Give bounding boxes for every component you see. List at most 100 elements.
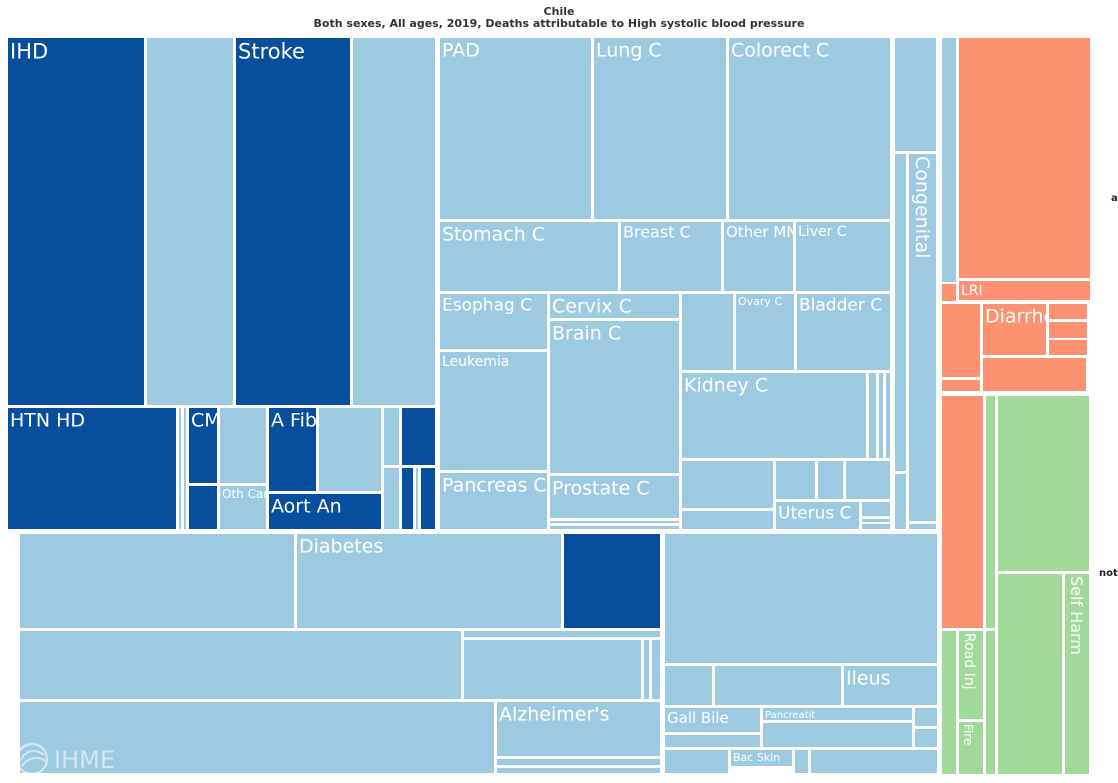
treemap-cell-unlabeled-17[interactable] bbox=[400, 466, 415, 531]
treemap-cell-colorect-c[interactable] bbox=[727, 36, 892, 221]
treemap-cell-unlabeled-61[interactable] bbox=[462, 638, 643, 701]
treemap-cell-stroke[interactable] bbox=[234, 36, 352, 407]
treemap-cell-unlabeled-42[interactable] bbox=[680, 459, 775, 510]
treemap-cell-breast-c[interactable] bbox=[619, 220, 723, 293]
treemap-cell-stomach-c[interactable] bbox=[438, 220, 620, 293]
treemap-label-ihd: IHD bbox=[10, 39, 48, 63]
treemap-cell-falls[interactable] bbox=[984, 394, 997, 630]
treemap-cell-unlabeled-45[interactable] bbox=[844, 459, 892, 501]
treemap-cell-unlabeled-5[interactable] bbox=[177, 406, 183, 531]
treemap-label-pancreas-c: Pancreas C bbox=[442, 474, 547, 496]
treemap-cell-unlabeled-59[interactable] bbox=[18, 629, 463, 701]
treemap-cell-pem[interactable] bbox=[940, 378, 982, 393]
treemap-cell-parkinson-s[interactable] bbox=[495, 757, 662, 767]
treemap-cell-pad[interactable] bbox=[438, 36, 593, 221]
treemap-cell-unlabeled-50[interactable] bbox=[860, 517, 892, 524]
treemap-cell-unlabeled-3[interactable] bbox=[351, 36, 437, 407]
treemap-cell-skin-c[interactable] bbox=[860, 500, 892, 518]
treemap-cell-prostate-c[interactable] bbox=[548, 474, 681, 520]
treemap-cell-urinary[interactable] bbox=[893, 152, 908, 473]
treemap-cell-unlabeled-56[interactable] bbox=[18, 532, 296, 630]
treemap-cell-brain-c[interactable] bbox=[548, 319, 681, 475]
treemap-cell-aort-an[interactable] bbox=[267, 492, 383, 531]
treemap-cell-self-harm[interactable] bbox=[1063, 572, 1091, 776]
treemap-cell-unlabeled-90[interactable] bbox=[1047, 338, 1089, 357]
treemap-cell-cervix-c[interactable] bbox=[548, 292, 681, 320]
treemap-cell-leukemia[interactable] bbox=[438, 350, 549, 472]
treemap-cell-unlabeled-81[interactable] bbox=[809, 748, 939, 775]
treemap-label-ovary-c: Ovary C bbox=[738, 295, 782, 308]
treemap-cell-ileus[interactable] bbox=[842, 664, 939, 707]
treemap-cell-unlabeled-41[interactable] bbox=[884, 371, 892, 460]
treemap-cell-unlabeled-86[interactable] bbox=[940, 302, 982, 379]
treemap-cell-unlabeled-9[interactable] bbox=[187, 484, 219, 531]
treemap-label-alzheimer-s: Alzheimer's bbox=[499, 703, 609, 725]
treemap-cell-unlabeled-51[interactable] bbox=[893, 36, 938, 153]
treemap-cell-alcohol[interactable] bbox=[940, 36, 958, 303]
treemap-cell-diabetes[interactable] bbox=[295, 532, 563, 630]
treemap-cell-unlabeled-68[interactable] bbox=[663, 532, 939, 665]
treemap-cell-unlabeled-12[interactable] bbox=[317, 406, 383, 493]
treemap-cell-cirrhosis[interactable] bbox=[663, 664, 714, 707]
treemap-cell-unlabeled-35[interactable] bbox=[680, 292, 735, 372]
treemap-cell-myeloma[interactable] bbox=[774, 459, 817, 501]
treemap-label-a-fib: A Fib bbox=[271, 409, 317, 431]
treemap-cell-oth-digest[interactable] bbox=[913, 706, 939, 728]
treemap-label-cervix-c: Cervix C bbox=[552, 295, 632, 317]
treemap-cell-unlabeled-6[interactable] bbox=[182, 406, 188, 531]
chart-title: Chile bbox=[543, 5, 575, 18]
treemap-cell-liver-c[interactable] bbox=[794, 220, 892, 293]
treemap-cell-unlabeled-63[interactable] bbox=[650, 638, 662, 701]
treemap-cell-unlabeled-67[interactable] bbox=[495, 766, 662, 775]
treemap-cell-ovary-c[interactable] bbox=[734, 292, 796, 372]
treemap-cell-esophag-c[interactable] bbox=[438, 292, 549, 351]
treemap-label-self-harm: Self Harm bbox=[1067, 576, 1086, 655]
treemap-cell-unlabeled-44[interactable] bbox=[816, 459, 845, 501]
treemap-cell-unlabeled-55[interactable] bbox=[907, 522, 938, 531]
treemap-cell-endocar[interactable] bbox=[414, 466, 420, 531]
treemap-cell-alzheimer-s[interactable] bbox=[495, 700, 662, 758]
treemap-cell-hiv[interactable] bbox=[1047, 302, 1089, 321]
treemap-cell-copd[interactable] bbox=[462, 629, 662, 639]
treemap-cell-unlabeled-40[interactable] bbox=[877, 371, 885, 460]
treemap-cell-violence[interactable] bbox=[984, 629, 997, 776]
treemap-cell-unlabeled-64[interactable] bbox=[18, 700, 496, 775]
treemap-cell-ild[interactable] bbox=[642, 638, 651, 701]
treemap-cell-htn-hd[interactable] bbox=[6, 406, 178, 531]
treemap-cell-decubitus[interactable] bbox=[793, 748, 810, 775]
treemap-cell-unlabeled-34[interactable] bbox=[548, 524, 681, 531]
treemap-cell-unlabeled-8[interactable] bbox=[218, 406, 268, 485]
treemap-cell-unlabeled-77[interactable] bbox=[663, 733, 762, 749]
treemap-cell-unlabeled-91[interactable] bbox=[981, 356, 1088, 393]
treemap-cell-unlabeled-54[interactable] bbox=[893, 472, 908, 531]
treemap-cell-lung-c[interactable] bbox=[592, 36, 728, 221]
treemap-cell-unlabeled-94[interactable] bbox=[940, 394, 985, 630]
treemap-cell-valvular[interactable] bbox=[382, 466, 401, 531]
treemap-cell-tb[interactable] bbox=[940, 282, 958, 303]
treemap-cell-unlabeled-70[interactable] bbox=[713, 664, 843, 707]
treemap-label-gall-bile: Gall Bile bbox=[667, 709, 729, 727]
treemap-cell-kidney-c[interactable] bbox=[680, 371, 868, 460]
treemap-cell-bladder-c[interactable] bbox=[795, 292, 892, 372]
treemap-cell-unlabeled-78[interactable] bbox=[663, 748, 730, 775]
treemap-cell-unlabeled-14[interactable] bbox=[382, 406, 401, 467]
treemap-cell-unlabeled-46[interactable] bbox=[680, 509, 775, 531]
treemap-cell-unlabeled-83[interactable] bbox=[957, 36, 1092, 280]
treemap-cell-other-mn[interactable] bbox=[722, 220, 795, 293]
treemap-cell-oth-cardio[interactable] bbox=[218, 484, 268, 531]
treemap-cell-unlabeled-1[interactable] bbox=[145, 36, 235, 407]
treemap-cell-vasc-intest[interactable] bbox=[913, 727, 939, 749]
treemap-cell-unlabeled-96[interactable] bbox=[996, 394, 1091, 573]
treemap-cell-unlabeled-15[interactable] bbox=[400, 406, 437, 467]
treemap-cell-diarrhea[interactable] bbox=[981, 302, 1048, 357]
treemap-cell-unlabeled-100[interactable] bbox=[996, 572, 1064, 776]
treemap-cell-unlabeled-19[interactable] bbox=[419, 466, 437, 531]
treemap-cell-lymphoma[interactable] bbox=[548, 519, 681, 525]
treemap-cell-f-body[interactable] bbox=[940, 629, 958, 776]
treemap-cell-gallblad-c[interactable] bbox=[867, 371, 878, 460]
treemap-cell-unlabeled-75[interactable] bbox=[761, 721, 914, 749]
treemap-cell-ckd[interactable] bbox=[562, 532, 662, 630]
treemap-cell-ihd[interactable] bbox=[6, 36, 146, 407]
treemap-cell-pancreas-c[interactable] bbox=[438, 471, 549, 531]
